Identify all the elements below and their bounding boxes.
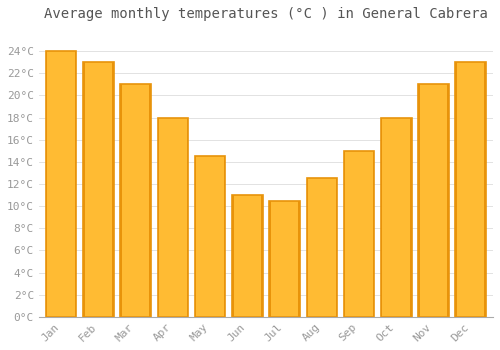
Bar [298, 201, 300, 317]
Bar [410, 118, 412, 317]
Bar [418, 84, 448, 317]
Bar [373, 151, 374, 317]
Bar [195, 156, 226, 317]
Bar [83, 62, 114, 317]
Title: Average monthly temperatures (°C ) in General Cabrera: Average monthly temperatures (°C ) in Ge… [44, 7, 488, 21]
Bar [195, 156, 196, 317]
Bar [83, 62, 84, 317]
Bar [336, 178, 337, 317]
Bar [270, 201, 271, 317]
Bar [120, 84, 151, 317]
Bar [381, 118, 382, 317]
Bar [186, 118, 188, 317]
Bar [344, 151, 374, 317]
Bar [224, 156, 226, 317]
Bar [456, 62, 457, 317]
Bar [232, 195, 262, 317]
Bar [158, 118, 188, 317]
Bar [158, 118, 159, 317]
Bar [456, 62, 486, 317]
Bar [261, 195, 262, 317]
Bar [46, 51, 48, 317]
Bar [232, 195, 234, 317]
Bar [381, 118, 412, 317]
Bar [270, 201, 300, 317]
Bar [120, 84, 122, 317]
Bar [75, 51, 76, 317]
Bar [46, 51, 76, 317]
Bar [112, 62, 114, 317]
Bar [344, 151, 345, 317]
Bar [484, 62, 486, 317]
Bar [306, 178, 337, 317]
Bar [418, 84, 420, 317]
Bar [150, 84, 151, 317]
Bar [306, 178, 308, 317]
